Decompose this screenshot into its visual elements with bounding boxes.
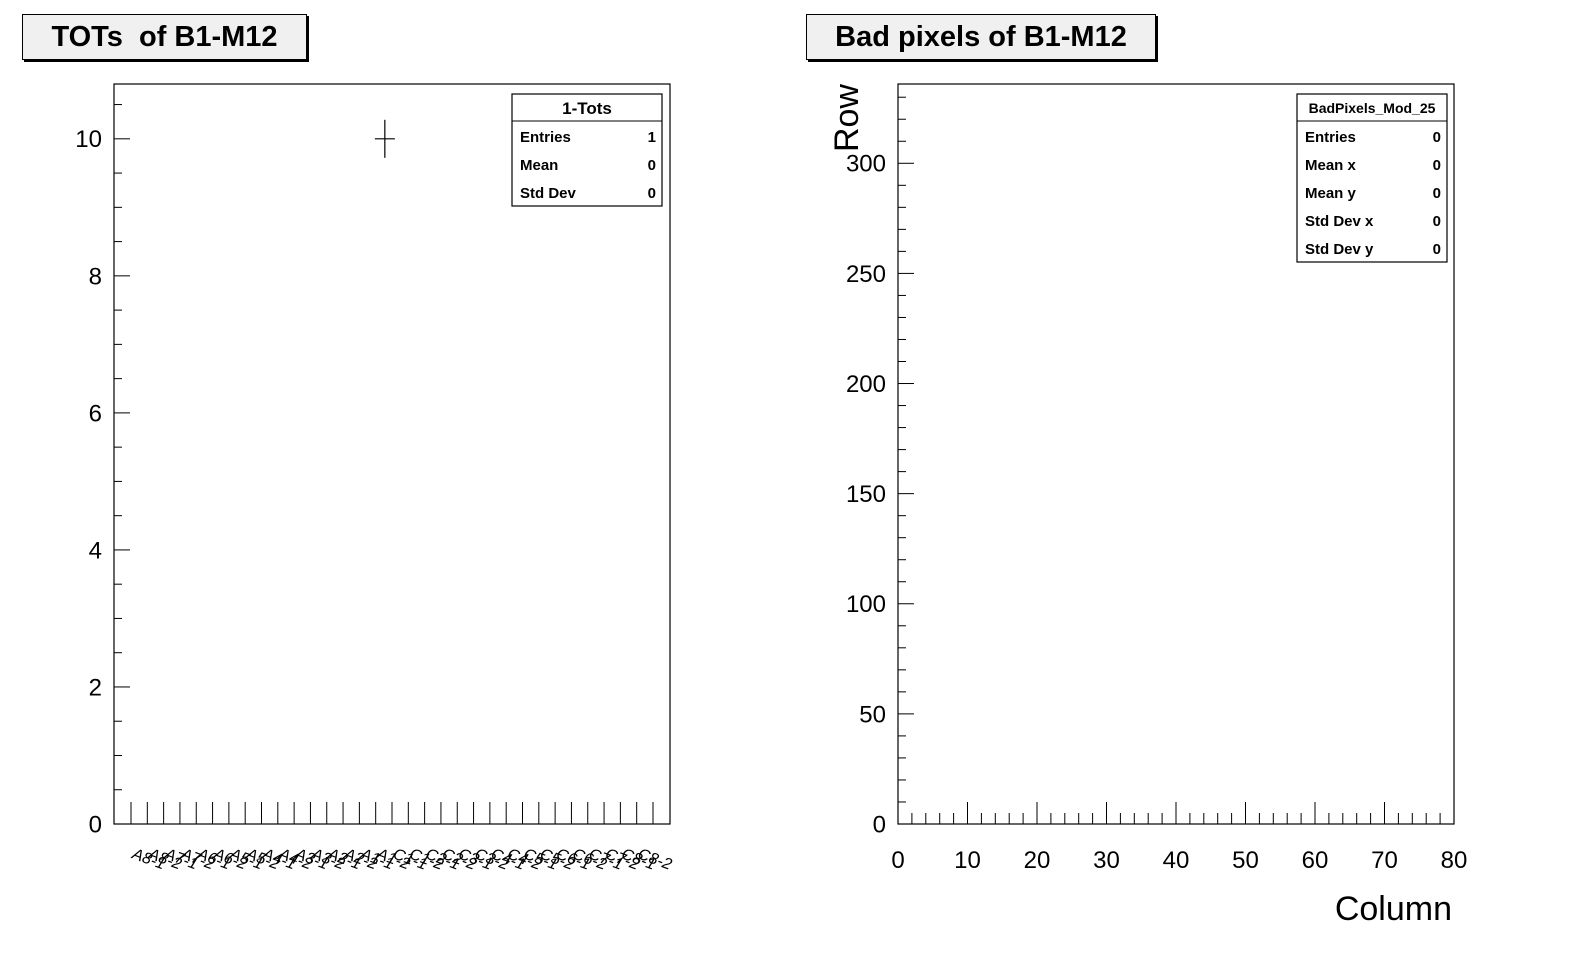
right-stats-value: 0 [1433, 213, 1441, 230]
right-stats-title: BadPixels_Mod_25 [1309, 100, 1436, 116]
right-y-tick-label: 200 [846, 371, 886, 398]
left-stats-box: 1-Tots Entries 1 Mean 0 Std Dev 0 [511, 93, 663, 207]
left-stats-label: Mean [520, 157, 558, 174]
left-y-tick-label: 6 [89, 400, 102, 427]
left-y-tick-label: 8 [89, 263, 102, 290]
left-stats-label: Entries [520, 129, 571, 146]
right-y-tick-label: 300 [846, 151, 886, 178]
right-stats-label: Std Dev y [1305, 241, 1374, 258]
right-y-tick-label: 50 [859, 701, 886, 728]
right-stats-label: Entries [1305, 129, 1356, 146]
left-y-tick-label: 2 [89, 674, 102, 701]
left-y-tick-label: 0 [89, 811, 102, 838]
right-stats-label: Mean x [1305, 157, 1357, 174]
left-y-axis: 0 2 4 6 8 10 [75, 104, 130, 838]
right-y-tick-label: 0 [873, 811, 886, 838]
right-stats-value: 0 [1433, 157, 1441, 174]
right-chart-title: Bad pixels of B1-M12 [806, 14, 1156, 60]
left-chart-title: TOTs of B1-M12 [22, 14, 307, 60]
left-data-point [374, 119, 395, 158]
right-y-axis: 0 50 100 150 200 250 300 [846, 96, 914, 838]
right-x-tick-label: 60 [1302, 847, 1329, 874]
right-x-tick-label: 80 [1441, 847, 1468, 874]
left-stats-value: 0 [648, 157, 656, 174]
right-stats-value: 0 [1433, 241, 1441, 258]
right-stats-frame [1296, 93, 1448, 263]
left-stats-value: 0 [648, 185, 656, 202]
right-x-tick-label: 70 [1371, 847, 1398, 874]
right-x-axis: 0 10 20 30 40 50 60 70 80 [891, 802, 1467, 874]
left-x-axis: A8-1A8-2A7-1A7-2A6-1A6-2A5-1A5-2A4-1A4-2… [129, 802, 674, 874]
right-x-tick-label: 20 [1024, 847, 1051, 874]
right-x-tick-label: 0 [891, 847, 904, 874]
left-stats-frame [511, 93, 663, 207]
right-x-tick-label: 10 [954, 847, 981, 874]
left-data-points [374, 119, 395, 158]
left-stats-label: Std Dev [520, 185, 577, 202]
right-x-tick-label: 40 [1163, 847, 1190, 874]
left-y-tick-label: 10 [75, 126, 102, 153]
right-x-tick-label: 50 [1232, 847, 1259, 874]
right-stats-box: BadPixels_Mod_25 Entries 0 Mean x 0 Mean y 0 St… [1296, 93, 1448, 263]
right-stats-label: Mean y [1305, 185, 1357, 202]
right-y-tick-label: 250 [846, 261, 886, 288]
right-stats-value: 0 [1433, 129, 1441, 146]
right-x-tick-label: 30 [1093, 847, 1120, 874]
right-y-tick-label: 150 [846, 481, 886, 508]
right-y-tick-label: 100 [846, 591, 886, 618]
right-y-axis-title: Row [828, 84, 866, 152]
left-stats-value: 1 [648, 129, 656, 146]
right-x-axis-title: Column [1335, 890, 1452, 928]
left-y-tick-label: 4 [89, 537, 102, 564]
right-stats-value: 0 [1433, 185, 1441, 202]
right-stats-label: Std Dev x [1305, 213, 1374, 230]
left-stats-title: 1-Tots [562, 99, 612, 118]
right-chart-bad-pixels: 0 50 100 150 200 250 300 0 10 20 30 40 50 60 70 80 Col… [828, 83, 1467, 928]
